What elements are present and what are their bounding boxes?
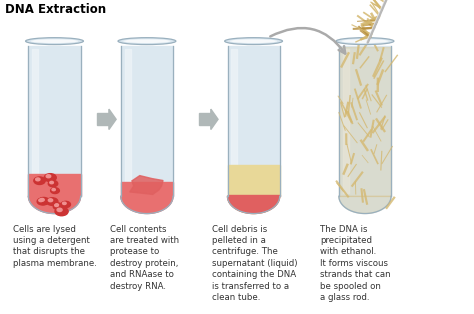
Polygon shape [228,196,280,214]
Circle shape [46,175,51,178]
FancyArrowPatch shape [270,28,345,53]
Circle shape [61,201,71,208]
Circle shape [51,188,59,193]
Ellipse shape [123,39,171,43]
Polygon shape [228,46,280,196]
Ellipse shape [118,38,176,45]
Polygon shape [130,176,163,194]
Circle shape [40,198,44,201]
Ellipse shape [225,38,283,45]
Text: Cell contents
are treated with
protease to
destroy protein,
and RNAase to
destro: Cell contents are treated with protease … [110,225,179,291]
Circle shape [54,203,63,209]
Circle shape [50,181,54,184]
Circle shape [39,199,43,202]
Text: Cell debris is
pelleted in a
centrifuge. The
supernatant (liquid)
containing the: Cell debris is pelleted in a centrifuge.… [212,225,298,302]
Polygon shape [121,196,173,214]
Ellipse shape [341,39,389,43]
Circle shape [34,177,45,184]
Polygon shape [339,196,391,214]
Polygon shape [28,196,81,214]
Circle shape [57,208,62,212]
Circle shape [55,207,68,216]
Polygon shape [28,174,81,196]
Ellipse shape [26,38,83,45]
Circle shape [48,181,58,187]
Circle shape [63,202,66,204]
Circle shape [48,199,53,202]
Ellipse shape [230,39,277,43]
Polygon shape [343,49,348,193]
Text: DNA Extraction: DNA Extraction [5,3,106,16]
Circle shape [36,178,40,181]
Circle shape [44,174,56,181]
Polygon shape [121,182,173,196]
Polygon shape [228,196,280,214]
Polygon shape [339,46,391,196]
Polygon shape [121,196,173,214]
Circle shape [38,198,49,205]
Polygon shape [339,196,391,214]
Polygon shape [211,109,218,129]
Polygon shape [199,113,211,125]
Polygon shape [109,109,116,129]
Text: Cells are lysed
using a detergent
that disrupts the
plasma membrane.: Cells are lysed using a detergent that d… [13,225,97,268]
Circle shape [37,198,47,205]
Polygon shape [32,49,38,193]
Circle shape [53,203,63,209]
Text: The DNA is
precipitated
with ethanol.
It forms viscous
strands that can
be spool: The DNA is precipitated with ethanol. It… [320,225,391,302]
Polygon shape [121,46,173,196]
Polygon shape [231,49,237,193]
Circle shape [46,198,58,205]
Polygon shape [125,49,130,193]
Polygon shape [28,46,81,196]
Circle shape [55,204,58,207]
Circle shape [52,188,55,191]
Polygon shape [28,196,81,214]
Polygon shape [228,165,280,196]
Polygon shape [228,196,280,214]
Polygon shape [339,47,391,196]
Ellipse shape [31,39,78,43]
Polygon shape [228,195,280,196]
Circle shape [55,204,58,206]
Polygon shape [97,113,109,125]
Ellipse shape [336,38,394,45]
